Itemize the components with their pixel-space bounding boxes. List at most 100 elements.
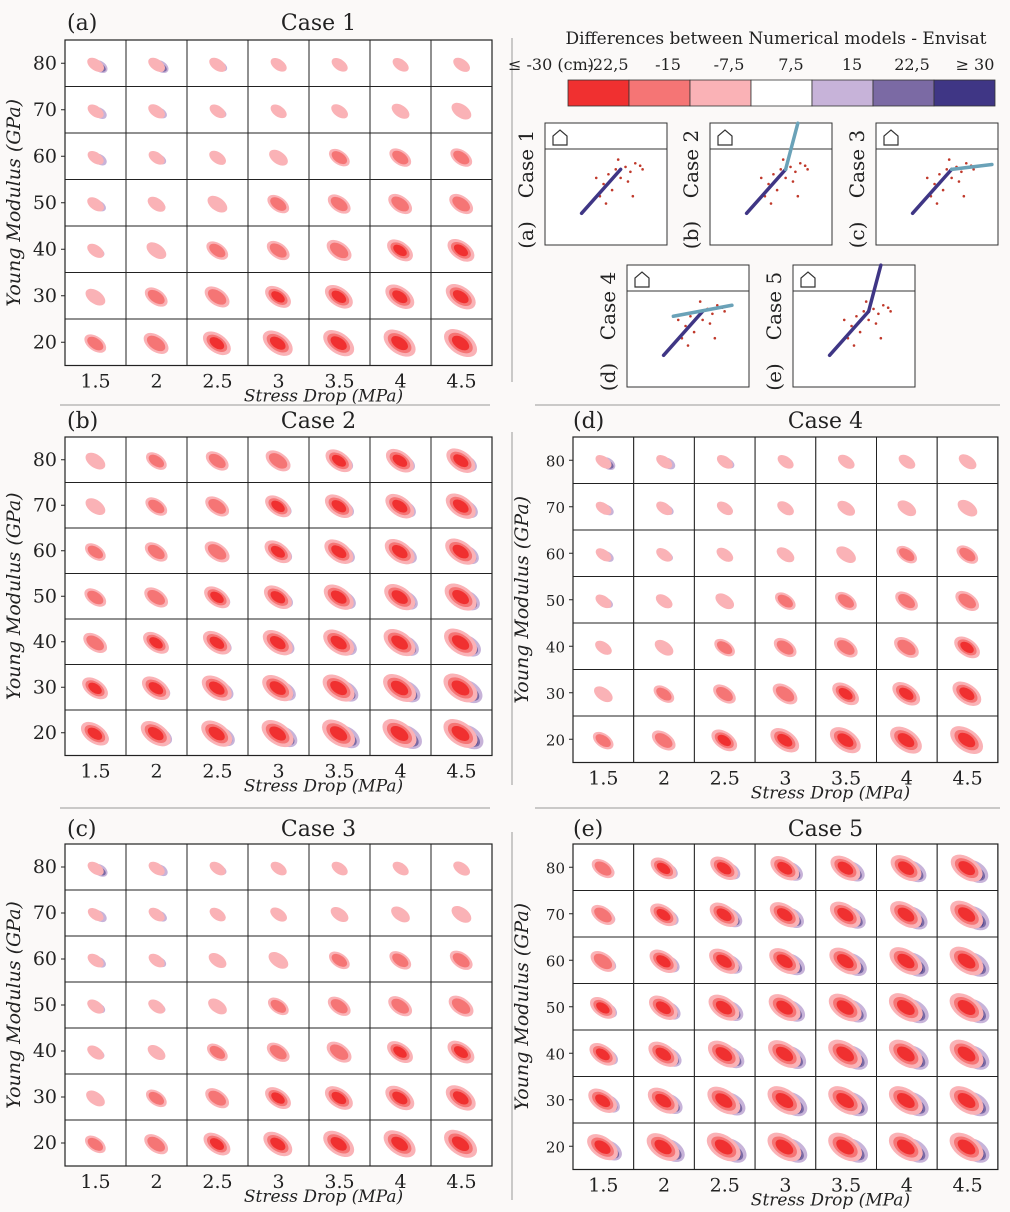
heatmap-cell (876, 1076, 938, 1124)
chart-title: Case 4 (788, 409, 863, 434)
seismic-point (713, 336, 717, 340)
legend-tick-label: ≤ -30 (cm) (508, 55, 594, 74)
negative-blob (210, 591, 224, 604)
negative-blob (451, 906, 472, 923)
fault-line (827, 309, 871, 358)
x-tick-label: 2.5 (202, 371, 232, 393)
heatmap-cell (693, 1029, 756, 1077)
heatmap-cell (64, 225, 127, 273)
negative-blob (87, 590, 104, 605)
negative-blob (595, 594, 612, 609)
heatmap-cell (936, 843, 999, 891)
negative-blob (269, 243, 287, 258)
negative-blob (451, 998, 471, 1014)
heatmap-cell (125, 981, 188, 1029)
heatmap-cell (430, 664, 493, 711)
negative-blob (87, 336, 104, 351)
heatmap-cell (64, 1073, 127, 1121)
heatmap-cell (815, 936, 877, 984)
seismic-point (941, 188, 945, 192)
negative-blob (453, 244, 468, 257)
heatmap-cell (64, 1119, 127, 1167)
negative-blob (656, 548, 673, 562)
heatmap-cell (430, 482, 493, 529)
negative-blob (270, 58, 287, 72)
heatmap-cell (247, 981, 310, 1029)
negative-blob (656, 687, 672, 701)
heatmap-cell (633, 622, 695, 670)
heatmap-cell (876, 715, 938, 763)
heatmap-cell (186, 1027, 249, 1075)
fault-extension (783, 121, 800, 172)
seismic-point (960, 170, 963, 174)
x-tick-label: 2 (150, 371, 162, 393)
seismic-point (867, 318, 870, 322)
negative-blob (268, 453, 288, 469)
negative-blob (330, 1137, 347, 1151)
diagram-panel-letter: (b) (679, 221, 703, 249)
negative-blob (896, 1139, 915, 1155)
negative-blob (958, 593, 976, 609)
heatmap-cell (308, 86, 371, 134)
heatmap-cell (247, 664, 310, 711)
negative-blob (837, 500, 856, 516)
panel-letter: (a) (67, 11, 97, 36)
x-tick-label: 2 (150, 761, 162, 783)
negative-blob (594, 907, 612, 923)
heatmap-cell (430, 179, 493, 227)
negative-blob (896, 1000, 915, 1015)
negative-blob (594, 1140, 611, 1154)
heatmap-cell (936, 1029, 999, 1077)
heatmap-cell (247, 272, 310, 320)
negative-blob (775, 1139, 794, 1155)
heatmap-cell (186, 272, 249, 320)
diagram-panel-letter: (c) (845, 222, 869, 249)
y-tick-label: 60 (33, 145, 57, 167)
heatmap-cell (308, 482, 371, 529)
heatmap-cell (876, 936, 938, 984)
heatmap-cell (64, 981, 127, 1029)
heatmap-cell (125, 664, 188, 711)
case-diagram: Case 2 (b) (679, 121, 833, 249)
heatmap-cell (369, 935, 432, 983)
seismic-point (772, 172, 775, 176)
negative-blob (208, 952, 227, 968)
negative-blob (958, 454, 977, 470)
negative-blob (595, 640, 612, 655)
seismic-point (692, 330, 696, 334)
negative-blob (269, 726, 286, 741)
heatmap-cell (369, 1027, 432, 1075)
seismic-point (781, 158, 785, 161)
negative-blob (837, 861, 854, 875)
negative-blob (391, 336, 408, 351)
negative-blob (715, 1047, 733, 1062)
heatmap-cell (633, 1029, 695, 1077)
heatmap-cell (125, 935, 188, 983)
heatmap-cell (64, 482, 127, 529)
negative-blob (146, 335, 166, 352)
y-tick-label: 50 (33, 585, 57, 607)
y-tick-label: 50 (546, 999, 565, 1017)
heatmap-cell (64, 39, 127, 87)
heatmap-cell (430, 318, 493, 366)
heatmap-cell (125, 132, 188, 180)
heatmap-cell (876, 436, 938, 484)
panel-letter: (b) (67, 409, 98, 434)
heatmap-cell (308, 179, 371, 227)
negative-blob (451, 1136, 470, 1152)
negative-blob (147, 589, 165, 605)
y-tick-label: 20 (33, 722, 57, 744)
x-tick-label: 3 (272, 761, 284, 783)
heatmap-cell (430, 225, 493, 273)
negative-blob (897, 500, 917, 517)
heatmap-cell (633, 669, 695, 717)
seismic-point (619, 176, 622, 180)
heatmap-cell (369, 86, 432, 134)
negative-blob (453, 861, 470, 876)
y-tick-label: 60 (33, 948, 57, 970)
heatmap-cell (430, 573, 493, 620)
negative-blob (209, 243, 226, 258)
heatmap-cell (572, 669, 635, 717)
negative-blob (777, 733, 793, 747)
negative-blob (837, 640, 855, 655)
